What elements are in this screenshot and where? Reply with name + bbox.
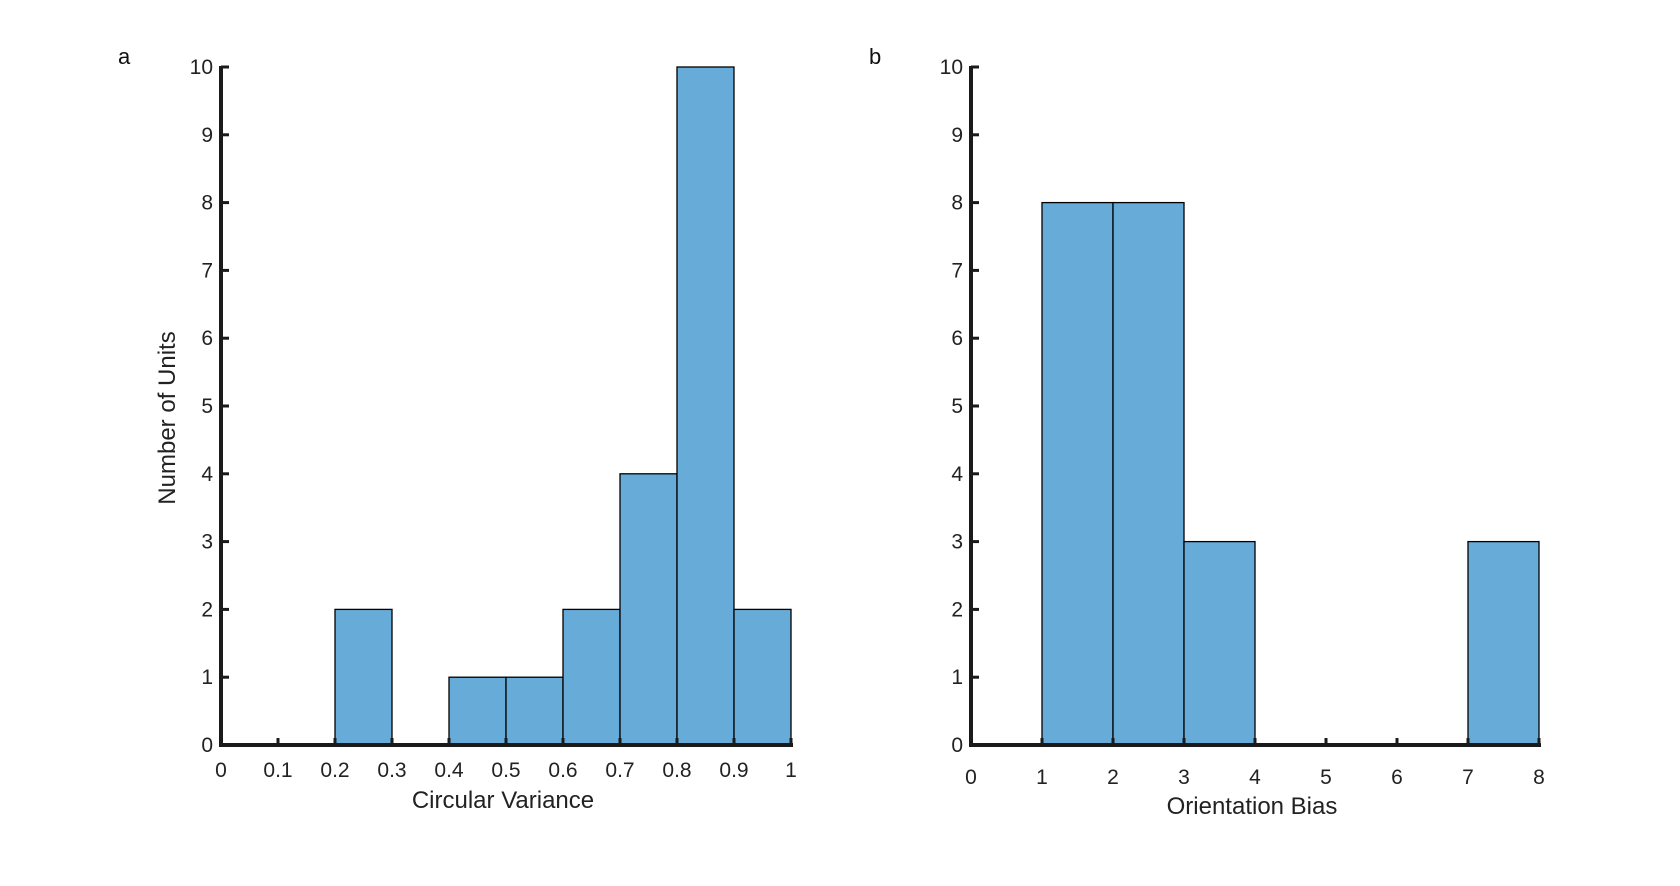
panel-b: b 0 1 2 3 4 5 6 7 8 9 10 0 1 2 3 4 5 6 7 8 Orientation Bias — [869, 44, 1545, 820]
x-axis-title-a: Circular Variance — [412, 787, 594, 814]
ticks-a: 0 1 2 3 4 5 6 7 8 9 10 0 0.1 0.2 0.3 0.4 0.5 0.6 0.7 0.8 0.9… — [190, 56, 797, 782]
y-tick-label: 7 — [951, 259, 963, 282]
y-tick-label: 5 — [951, 395, 963, 418]
panel-label-b: b — [869, 44, 881, 69]
histogram-bar — [1183, 540, 1256, 746]
histogram-bar — [1041, 201, 1114, 746]
y-tick-label: 2 — [951, 598, 963, 621]
y-tick-label: 1 — [951, 666, 963, 689]
y-tick-label: 6 — [201, 327, 213, 350]
y-tick-label: 0 — [201, 734, 213, 757]
bars-a — [334, 66, 792, 746]
y-tick-label: 9 — [201, 124, 213, 147]
x-tick-label: 2 — [1107, 766, 1119, 789]
x-tick-label: 0.6 — [548, 759, 577, 782]
y-tick-label: 10 — [190, 56, 213, 79]
x-tick-label: 0.5 — [491, 759, 520, 782]
x-tick-label: 0 — [965, 766, 977, 789]
y-tick-label: 4 — [201, 463, 213, 486]
y-tick-label: 1 — [201, 666, 213, 689]
histogram-bar — [619, 473, 678, 746]
x-tick-label: 6 — [1391, 766, 1403, 789]
histogram-bar — [505, 676, 564, 746]
y-tick-label: 2 — [201, 598, 213, 621]
x-tick-label: 0.8 — [662, 759, 691, 782]
x-tick-label: 5 — [1320, 766, 1332, 789]
y-tick-label: 5 — [201, 395, 213, 418]
x-tick-label: 1 — [785, 759, 797, 782]
bars-b — [1041, 201, 1540, 746]
y-tick-label: 3 — [951, 531, 963, 554]
histogram-bar — [676, 66, 735, 746]
histogram-bar — [562, 608, 621, 746]
x-tick-label: 1 — [1036, 766, 1048, 789]
x-tick-label: 0.2 — [320, 759, 349, 782]
y-tick-label: 10 — [940, 56, 963, 79]
x-tick-label: 4 — [1249, 766, 1261, 789]
x-tick-label: 0.1 — [263, 759, 292, 782]
x-tick-label: 3 — [1178, 766, 1190, 789]
y-tick-label: 8 — [951, 192, 963, 215]
y-tick-label: 3 — [201, 531, 213, 554]
x-tick-label: 0.7 — [605, 759, 634, 782]
x-tick-label: 8 — [1533, 766, 1545, 789]
x-tick-label: 0 — [215, 759, 227, 782]
histogram-bar — [334, 608, 393, 746]
y-tick-label: 8 — [201, 192, 213, 215]
x-tick-label: 7 — [1462, 766, 1474, 789]
x-axis-title-b: Orientation Bias — [1167, 793, 1338, 820]
x-tick-label: 0.9 — [719, 759, 748, 782]
histogram-bar — [1112, 201, 1185, 746]
ticks-b: 0 1 2 3 4 5 6 7 8 9 10 0 1 2 3 4 5 6 7 8 — [940, 56, 1545, 789]
y-tick-label: 4 — [951, 463, 963, 486]
histogram-bar — [448, 676, 507, 746]
y-tick-label: 9 — [951, 124, 963, 147]
y-tick-label: 0 — [951, 734, 963, 757]
x-tick-label: 0.4 — [434, 759, 464, 782]
y-axis-title-a: Number of Units — [154, 331, 181, 504]
y-tick-label: 7 — [201, 259, 213, 282]
histogram-bar — [733, 608, 792, 746]
histogram-bar — [1467, 540, 1540, 746]
x-tick-label: 0.3 — [377, 759, 406, 782]
panel-label-a: a — [118, 44, 131, 69]
y-tick-label: 6 — [951, 327, 963, 350]
